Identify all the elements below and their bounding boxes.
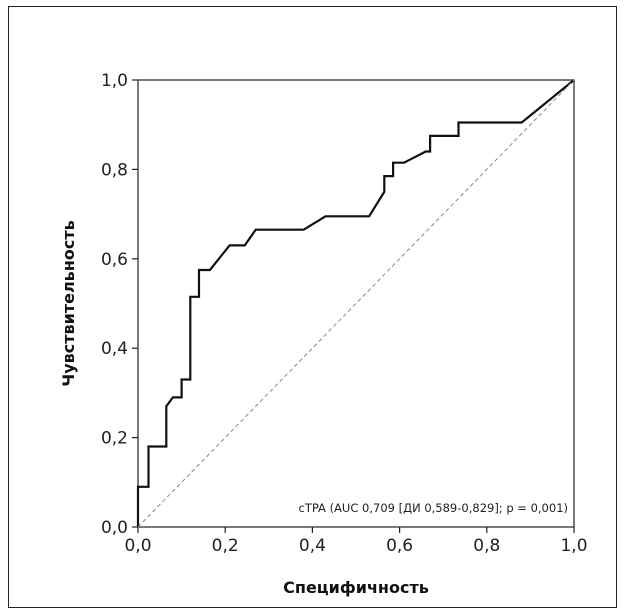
x-tick-label: 0,8 <box>473 536 500 556</box>
series-group <box>136 79 575 528</box>
reference-diagonal-line <box>137 79 575 528</box>
x-tick-label: 0,4 <box>299 536 326 556</box>
y-tick-label: 0,2 <box>101 429 128 449</box>
y-tick-label: 0,6 <box>101 250 128 270</box>
y-tick-label: 0,0 <box>101 518 128 538</box>
x-tick-label: 0,6 <box>386 536 413 556</box>
y-tick-label: 0,8 <box>101 160 128 180</box>
chart-frame <box>8 6 617 608</box>
plot-area <box>137 79 575 528</box>
auc-annotation: cTPA (AUC 0,709 [ДИ 0,589-0,829]; p = 0,… <box>299 501 569 515</box>
x-tick-label: 0,2 <box>212 536 239 556</box>
roc-curve <box>136 79 575 527</box>
x-tick-label: 1,0 <box>560 536 587 556</box>
x-axis-title: Специфичность <box>283 578 429 597</box>
y-tick-label: 0,4 <box>101 339 128 359</box>
y-axis-title: Чувствительность <box>59 220 78 386</box>
y-tick-label: 1,0 <box>101 71 128 91</box>
x-tick-label: 0,0 <box>124 536 151 556</box>
axis-ticks: 0,0 0,2 0,4 0,6 0,8 1,0 0,0 0,2 0,4 0,6 0,8 1,0 <box>101 71 588 556</box>
